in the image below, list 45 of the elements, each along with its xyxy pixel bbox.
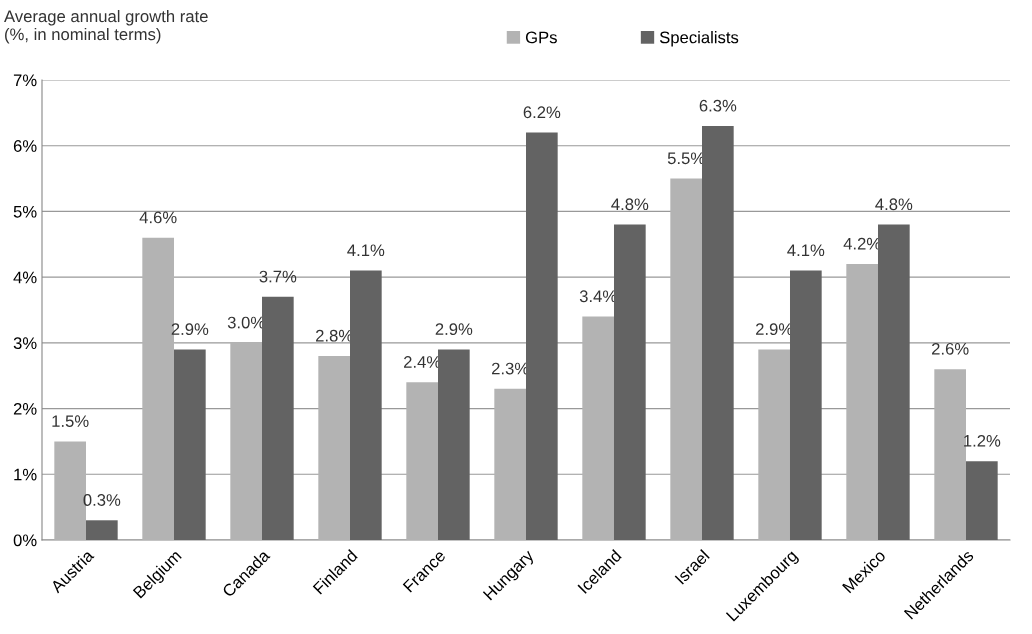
data-label: 6.2% (523, 106, 561, 119)
bar (790, 270, 822, 540)
bar (934, 369, 966, 540)
y-tick-label: 6% (13, 140, 37, 152)
y-axis-title: Average annual growth rate (%, in nominal terms) (4, 10, 208, 44)
data-label: 2.9% (435, 323, 473, 336)
data-label: 0.3% (83, 494, 121, 506)
bar (262, 296, 294, 540)
data-label: 4.1% (787, 244, 825, 257)
data-label: 3.7% (259, 270, 297, 283)
data-label: 1.5% (52, 415, 89, 428)
data-label: 4.8% (875, 198, 913, 211)
bar (406, 382, 438, 540)
y-tick-label: 3% (13, 337, 37, 350)
legend-label: GPs (525, 31, 557, 44)
y-tick-label: 7% (13, 74, 37, 87)
bar (494, 388, 526, 540)
data-label: 2.9% (171, 323, 209, 336)
bar (438, 349, 470, 540)
data-label: 4.8% (611, 198, 649, 211)
bar (702, 126, 734, 540)
bar (174, 349, 206, 540)
data-label: 4.6% (139, 211, 177, 224)
data-label: 6.3% (699, 99, 737, 112)
bar (230, 342, 262, 540)
bar (670, 178, 702, 540)
data-label: 2.6% (932, 342, 969, 355)
bar (582, 316, 614, 540)
y-tick-label: 5% (13, 205, 37, 218)
bar (526, 132, 558, 540)
y-tick-label: 1% (14, 468, 37, 481)
bar (614, 224, 646, 540)
y-tick-label: 4% (13, 271, 37, 284)
bar (758, 349, 790, 540)
bar (86, 520, 118, 540)
bar (966, 461, 998, 540)
data-label: 4.1% (347, 244, 385, 257)
legend-label: Specialists (659, 31, 739, 47)
y-tick-label: 0% (13, 534, 37, 547)
y-tick-label: 2% (13, 402, 37, 415)
data-label: 1.2% (964, 434, 1001, 447)
bar (350, 270, 382, 540)
bar (846, 264, 878, 540)
bar (318, 356, 350, 540)
bar (878, 224, 910, 540)
